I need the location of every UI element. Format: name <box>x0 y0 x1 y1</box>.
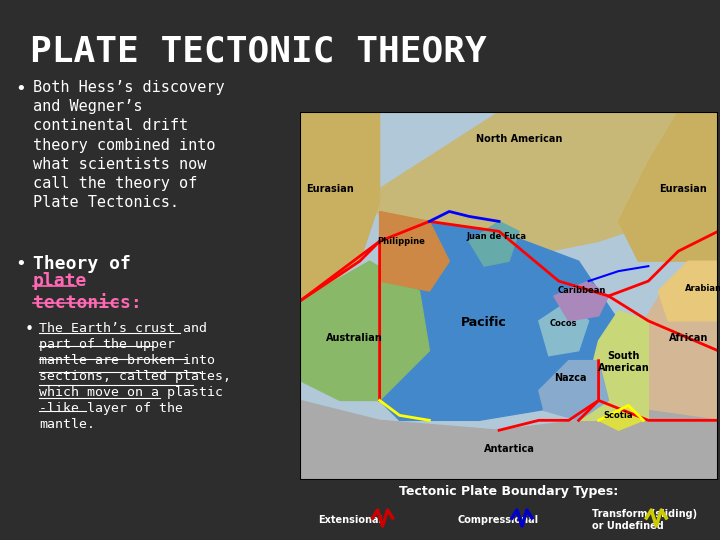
Text: •: • <box>25 322 34 337</box>
Text: Compressional: Compressional <box>457 515 539 525</box>
Text: Transform (sliding)
or Undefined: Transform (sliding) or Undefined <box>592 509 697 531</box>
Text: Eurasian: Eurasian <box>660 184 707 193</box>
Polygon shape <box>360 112 718 261</box>
Polygon shape <box>300 401 718 480</box>
Text: Australian: Australian <box>326 333 383 343</box>
Text: PLATE TECTONIC THEORY: PLATE TECTONIC THEORY <box>30 35 487 69</box>
Polygon shape <box>300 261 429 401</box>
Polygon shape <box>658 261 718 321</box>
Text: Extensional: Extensional <box>318 515 382 525</box>
Text: Tectonic Plate Boundary Types:: Tectonic Plate Boundary Types: <box>400 485 618 498</box>
Text: Cocos: Cocos <box>550 319 577 328</box>
Polygon shape <box>598 406 644 430</box>
Text: Arabian: Arabian <box>685 284 720 293</box>
Text: Pacific: Pacific <box>462 316 507 329</box>
Text: •: • <box>15 255 26 273</box>
Text: plate
tectonics:: plate tectonics: <box>33 272 142 312</box>
Text: African: African <box>668 333 708 343</box>
Text: North American: North American <box>476 134 562 144</box>
Text: South
American: South American <box>598 351 649 373</box>
Polygon shape <box>300 112 379 301</box>
Polygon shape <box>379 221 618 420</box>
Text: Eurasian: Eurasian <box>306 184 354 193</box>
Text: Antartica: Antartica <box>484 444 534 454</box>
Polygon shape <box>539 301 589 356</box>
Polygon shape <box>379 212 449 291</box>
Polygon shape <box>639 261 718 420</box>
Polygon shape <box>539 361 608 420</box>
Polygon shape <box>554 281 608 321</box>
Text: The Earth’s crust and
part of the upper
mantle are broken into
sections, called : The Earth’s crust and part of the upper … <box>39 322 231 431</box>
Text: Philippine: Philippine <box>377 237 426 246</box>
Text: Theory of: Theory of <box>33 255 142 273</box>
Polygon shape <box>579 311 648 420</box>
Text: Juan de Fuca: Juan de Fuca <box>466 232 526 241</box>
Polygon shape <box>469 221 519 266</box>
Text: Both Hess’s discovery
and Wegner’s
continental drift
theory combined into
what s: Both Hess’s discovery and Wegner’s conti… <box>33 80 225 210</box>
Text: Caribbean: Caribbean <box>557 286 606 295</box>
Text: Nazca: Nazca <box>554 373 587 382</box>
Polygon shape <box>618 112 718 261</box>
Text: Scotia: Scotia <box>604 411 633 420</box>
Text: •: • <box>15 80 26 98</box>
